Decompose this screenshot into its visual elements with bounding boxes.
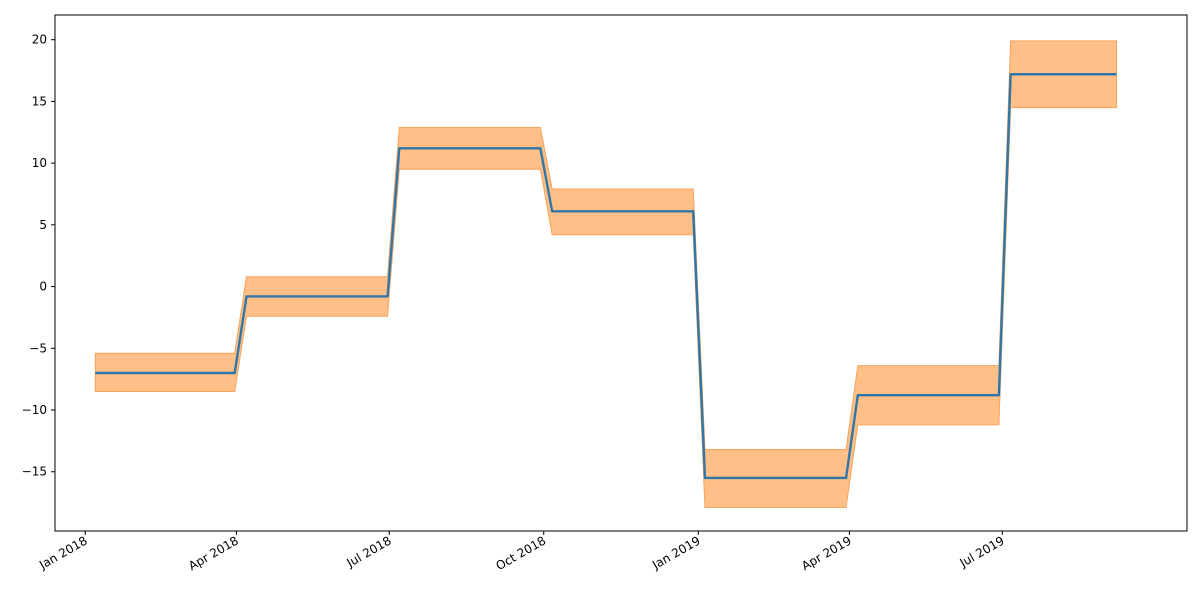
series-line (95, 73, 1117, 480)
y-tick-label-5: 10 (32, 156, 47, 170)
y-tick-label-3: 0 (39, 280, 47, 294)
plot-area (94, 40, 1117, 509)
y-tick-label-1: −10 (22, 403, 47, 417)
y-tick-label-2: −5 (29, 341, 47, 355)
y-tick-label-7: 20 (32, 33, 47, 47)
y-tick-label-0: −15 (22, 465, 47, 479)
confidence-band (94, 40, 1117, 509)
plot-frame (54, 14, 1188, 532)
y-tick-label-4: 5 (39, 218, 47, 232)
y-tick-label-6: 15 (32, 94, 47, 108)
